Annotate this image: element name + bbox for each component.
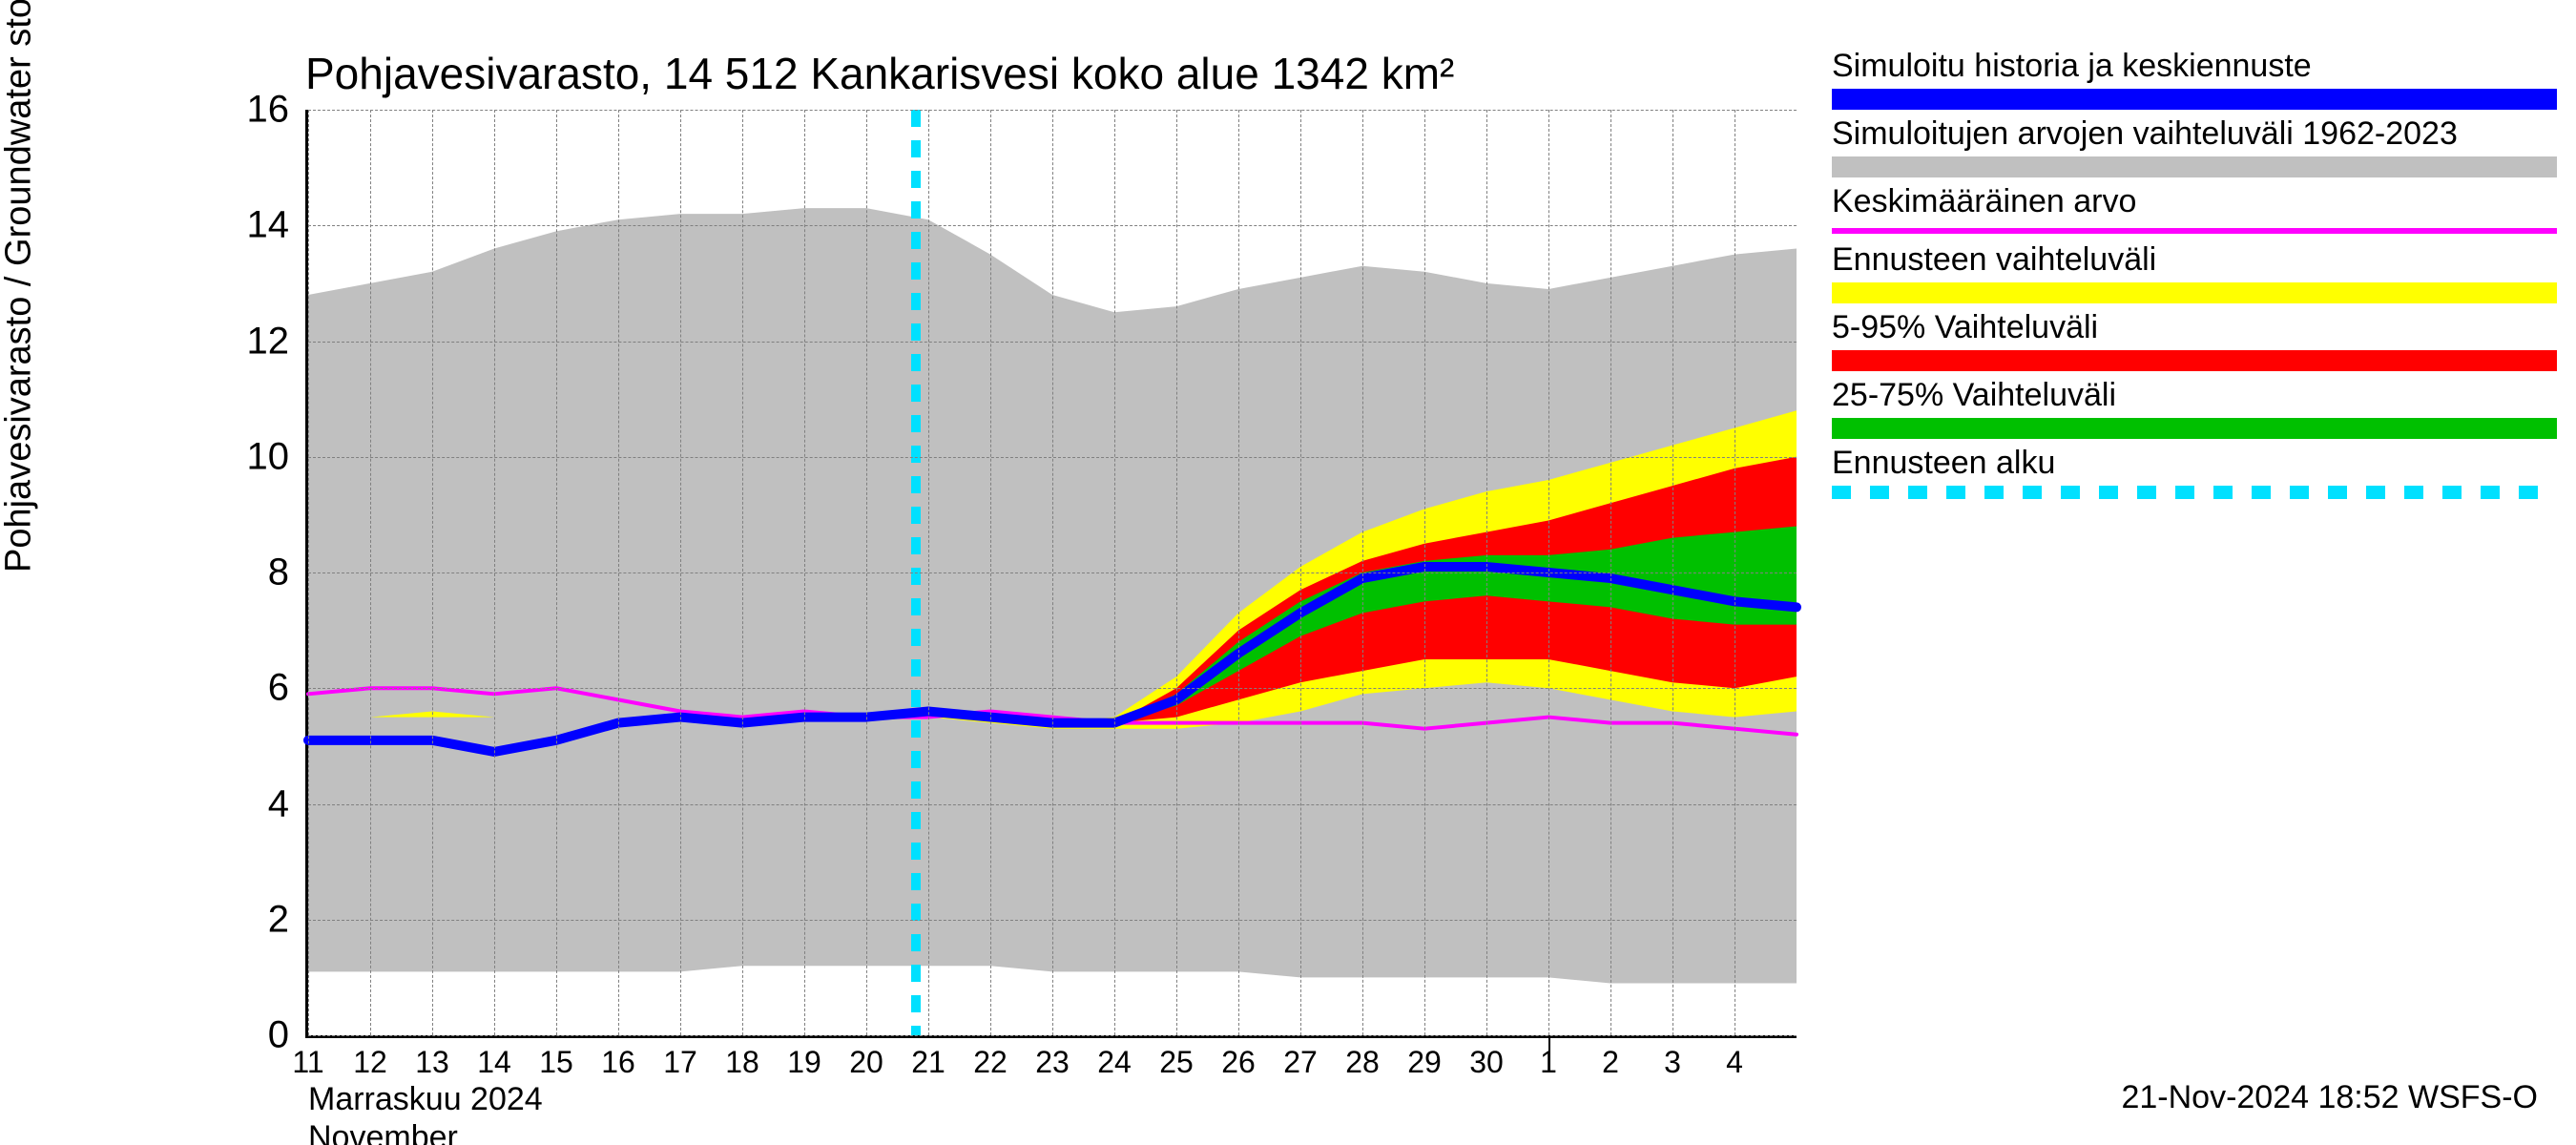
legend-item: Simuloitu historia ja keskiennuste [1832,48,2557,110]
xtick-label: 30 [1469,1035,1504,1080]
grid-line-v [1176,110,1177,1035]
grid-line-v [618,110,619,1035]
xtick-label: 29 [1407,1035,1442,1080]
grid-line-v [1114,110,1115,1035]
plot-area: Marraskuu 2024 November 0246810121416111… [305,110,1797,1038]
ytick-label: 12 [247,320,309,363]
xtick-label: 23 [1035,1035,1070,1080]
legend-item: Simuloitujen arvojen vaihteluväli 1962-2… [1832,115,2557,177]
grid-line-v [1424,110,1425,1035]
footer-timestamp: 21-Nov-2024 18:52 WSFS-O [2121,1079,2538,1116]
ytick-label: 4 [268,782,308,825]
grid-line-v [1300,110,1301,1035]
legend-swatch [1832,418,2557,439]
xtick-label: 16 [601,1035,635,1080]
legend-item: 25-75% Vaihteluväli [1832,377,2557,439]
chart-container: Pohjavesivarasto / Groundwater storage m… [0,0,2576,1145]
ytick-label: 10 [247,435,309,478]
legend-swatch [1832,282,2557,303]
xtick-label: 28 [1345,1035,1380,1080]
ytick-label: 2 [268,898,308,941]
legend-label: Simuloitujen arvojen vaihteluväli 1962-2… [1832,115,2557,153]
xtick-label: 12 [353,1035,387,1080]
grid-line-v [928,110,929,1035]
legend-label: Ennusteen vaihteluväli [1832,241,2557,279]
grid-line-v [370,110,371,1035]
chart-title: Pohjavesivarasto, 14 512 Kankarisvesi ko… [305,48,1454,99]
grid-line-v [1548,110,1549,1035]
legend-swatch [1832,350,2557,371]
legend-label: 5-95% Vaihteluväli [1832,309,2557,346]
grid-line-v [308,110,309,1035]
grid-line-v [1486,110,1487,1035]
grid-line-v [1610,110,1611,1035]
ytick-label: 16 [247,89,309,132]
legend-item: Keskimääräinen arvo [1832,183,2557,234]
xtick-label: 15 [539,1035,573,1080]
legend-item: 5-95% Vaihteluväli [1832,309,2557,371]
grid-line-v [1238,110,1239,1035]
xtick-label: 13 [415,1035,449,1080]
grid-line-v [680,110,681,1035]
legend-label: 25-75% Vaihteluväli [1832,377,2557,414]
xtick-label: 2 [1602,1035,1619,1080]
yaxis-label: Pohjavesivarasto / Groundwater storage m… [0,0,40,572]
grid-line-v [866,110,867,1035]
legend-item: Ennusteen vaihteluväli [1832,241,2557,303]
legend-swatch [1832,89,2557,110]
grid-line-v [742,110,743,1035]
xtick-label: 21 [911,1035,945,1080]
grid-line-v [804,110,805,1035]
legend-swatch [1832,156,2557,177]
legend-label: Keskimääräinen arvo [1832,183,2557,220]
xtick-label: 25 [1159,1035,1194,1080]
grid-line-v [990,110,991,1035]
xtick-label: 18 [725,1035,759,1080]
xtick-label: 20 [849,1035,883,1080]
grid-line-v [432,110,433,1035]
grid-line-v [1672,110,1673,1035]
xtick-label: 14 [477,1035,511,1080]
xtick-label: 3 [1664,1035,1681,1080]
ytick-label: 8 [268,552,308,594]
grid-line-v [494,110,495,1035]
ytick-label: 6 [268,667,308,710]
xtick-label: 24 [1097,1035,1132,1080]
legend-label: Simuloitu historia ja keskiennuste [1832,48,2557,85]
xtick-label: 19 [787,1035,821,1080]
grid-line-v [556,110,557,1035]
legend-swatch [1832,228,2557,234]
xtick-label: 26 [1221,1035,1256,1080]
xtick-label: 17 [663,1035,697,1080]
xtick-label: 11 [292,1035,323,1080]
legend-item: Ennusteen alku [1832,445,2557,499]
legend-swatch [1832,486,2557,499]
ytick-label: 14 [247,204,309,247]
month-divider [1548,1035,1550,1064]
xtick-label: 22 [973,1035,1008,1080]
legend-label: Ennusteen alku [1832,445,2557,482]
xtick-label: 4 [1726,1035,1743,1080]
grid-line-v [1362,110,1363,1035]
grid-line-v [1052,110,1053,1035]
legend: Simuloitu historia ja keskiennuste Simulo… [1832,48,2557,505]
xtick-label: 27 [1283,1035,1318,1080]
